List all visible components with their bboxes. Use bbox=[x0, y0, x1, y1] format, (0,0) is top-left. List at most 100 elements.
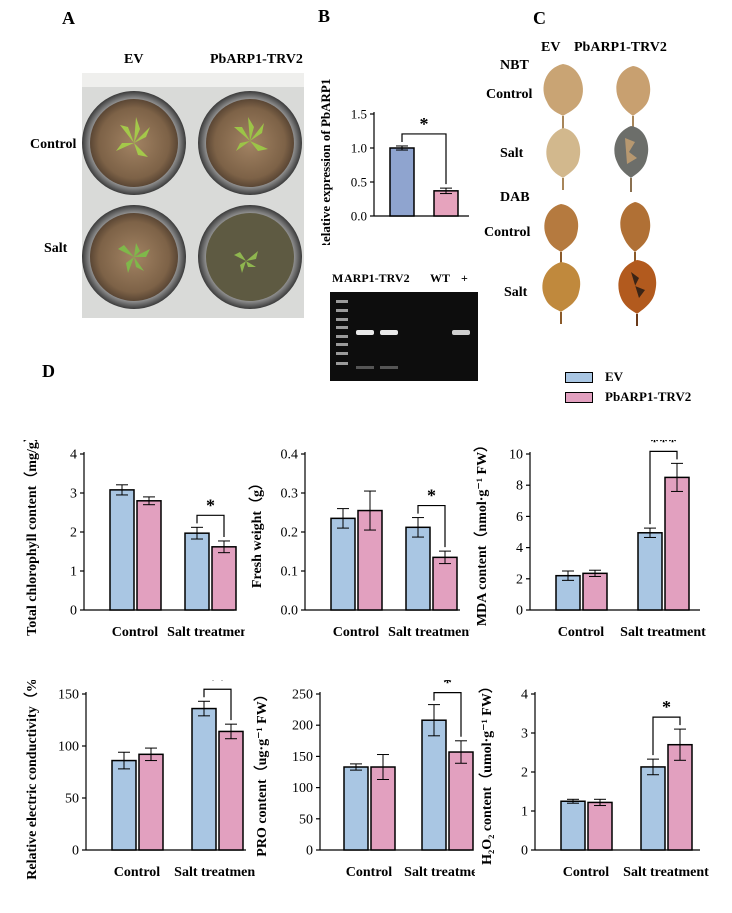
bar-trv bbox=[667, 743, 693, 851]
leaf-nbt-trv-control bbox=[616, 66, 651, 132]
y-tick-label: 100 bbox=[292, 781, 313, 796]
y-tick-label: 0.4 bbox=[281, 448, 299, 463]
significance-marker: * bbox=[206, 495, 215, 515]
pot-ev-salt bbox=[82, 205, 186, 309]
significance-marker: * bbox=[662, 697, 671, 717]
bar-trv bbox=[587, 801, 613, 851]
panel-letter-c: C bbox=[533, 8, 546, 28]
significance-marker: ** bbox=[209, 680, 227, 689]
gel-label-arp: ARP1-TRV2 bbox=[344, 271, 410, 285]
y-tick-label: 100 bbox=[58, 740, 79, 755]
y-tick-label: 0.0 bbox=[351, 209, 367, 224]
y-tick-label: 8 bbox=[516, 479, 523, 494]
leaf-row-salt-2: Salt bbox=[504, 285, 528, 300]
legend-item-trv: PbARP1-TRV2 bbox=[565, 388, 691, 408]
leaf-nbt-trv-salt bbox=[614, 126, 649, 192]
y-tick-label: 0.5 bbox=[351, 175, 367, 190]
y-axis-label: PRO content（ug·g⁻¹ FW） bbox=[254, 687, 270, 856]
y-axis-label: Total chlorophyll content（mg/g） bbox=[24, 440, 40, 636]
significance-marker: * bbox=[443, 680, 452, 693]
y-axis-label: Relative electric conductivity（%） bbox=[24, 680, 40, 880]
y-tick-label: 1 bbox=[521, 805, 528, 820]
leaf-row-control-1: Control bbox=[486, 87, 533, 102]
leaf-nbt-ev-salt bbox=[546, 128, 581, 190]
pot-row-control: Control bbox=[30, 137, 77, 152]
y-tick-label: 0.3 bbox=[281, 487, 299, 502]
bar-ev bbox=[560, 800, 586, 851]
legend-swatch-trv bbox=[565, 391, 593, 403]
y-tick-label: 4 bbox=[70, 448, 77, 463]
significance-bracket bbox=[433, 692, 462, 737]
panel-letter-d: D bbox=[42, 361, 55, 381]
x-category-label: Salt treatment bbox=[623, 865, 709, 880]
y-tick-label: 1.5 bbox=[351, 107, 367, 122]
y-axis-label: H₂O₂ content（umol·g⁻¹ FW） bbox=[479, 680, 495, 865]
x-category-label: Control bbox=[112, 625, 159, 640]
y-tick-label: 50 bbox=[65, 792, 79, 807]
y-tick-label: 3 bbox=[70, 487, 77, 502]
bar-trv bbox=[432, 556, 458, 611]
pot-trv-salt bbox=[198, 205, 302, 309]
y-tick-label: 0 bbox=[516, 604, 523, 619]
chart-b: 0.0 0.5 1.0 1.5 Relative expression of PbARP… bbox=[318, 79, 469, 245]
y-tick-label: 6 bbox=[516, 510, 523, 525]
bar-ev bbox=[421, 719, 447, 851]
chart-electric-conductivity: 0 50 100 150 Relative electric conductivity（… bbox=[24, 680, 255, 880]
leaf-dab-ev-salt bbox=[542, 262, 581, 324]
leaf-images bbox=[542, 64, 657, 326]
significance-bracket bbox=[196, 514, 225, 537]
pot-trv-control bbox=[198, 91, 302, 195]
x-category-label: Control bbox=[114, 865, 161, 880]
leaf-dab-ev-control bbox=[544, 204, 579, 264]
y-tick-label: 0 bbox=[72, 844, 79, 859]
bar-ev bbox=[111, 759, 137, 851]
bar-trv bbox=[138, 753, 164, 851]
leaf-row-salt-1: Salt bbox=[500, 146, 524, 161]
chart-fresh-weight: 0.0 0.1 0.2 0.3 0.4 Fresh weight（g） Control * Sa… bbox=[249, 448, 470, 641]
significance-marker: *** bbox=[650, 440, 677, 451]
y-tick-label: 2 bbox=[521, 766, 528, 781]
leaf-col-trv: PbARP1-TRV2 bbox=[574, 40, 667, 55]
y-tick-label: 0.2 bbox=[281, 526, 299, 541]
bar-ev bbox=[640, 766, 666, 851]
legend-label-ev: EV bbox=[605, 369, 624, 385]
bar-trv bbox=[218, 730, 244, 851]
bar-trv bbox=[211, 546, 237, 611]
y-axis-label: Relative expression of PbARP1 bbox=[318, 79, 333, 245]
x-category-label: Control bbox=[346, 865, 393, 880]
bar-ev bbox=[343, 766, 369, 851]
y-tick-label: 0 bbox=[306, 844, 313, 859]
gel-image bbox=[330, 292, 478, 381]
x-category-label: Salt treatment bbox=[174, 865, 255, 880]
y-tick-label: 150 bbox=[58, 688, 79, 703]
panel-letter-b: B bbox=[318, 6, 331, 26]
x-category-label: Salt treatment bbox=[388, 625, 470, 640]
bar-trv bbox=[433, 190, 459, 217]
bar-ev bbox=[109, 489, 135, 611]
y-tick-label: 0.0 bbox=[281, 604, 299, 619]
significance-marker: * bbox=[427, 486, 436, 506]
y-axis-label: Fresh weight（g） bbox=[249, 476, 265, 588]
y-tick-label: 200 bbox=[292, 719, 313, 734]
leaf-label-dab: DAB bbox=[500, 190, 530, 205]
bar-ev bbox=[405, 526, 431, 611]
legend-label-trv: PbARP1-TRV2 bbox=[605, 389, 692, 405]
bar-ev bbox=[637, 532, 663, 611]
bar-ev bbox=[191, 707, 217, 851]
legend-swatch-ev bbox=[565, 371, 593, 383]
pot-col-trv: PbARP1-TRV2 bbox=[210, 52, 303, 67]
bar-trv bbox=[582, 572, 608, 611]
significance-bracket bbox=[652, 716, 681, 756]
y-tick-label: 1.0 bbox=[351, 141, 367, 156]
x-category-label: Salt treatment bbox=[620, 625, 706, 640]
significance-bracket bbox=[203, 688, 232, 721]
y-tick-label: 2 bbox=[516, 572, 523, 587]
x-category-label: Salt treatment bbox=[404, 865, 475, 880]
y-tick-label: 10 bbox=[509, 448, 523, 463]
gel-label-m: M bbox=[332, 271, 344, 285]
pot-photo bbox=[82, 73, 304, 318]
significance-bracket bbox=[401, 133, 447, 185]
pot-row-salt: Salt bbox=[44, 241, 68, 256]
y-tick-label: 0.1 bbox=[281, 565, 299, 580]
legend-item-ev: EV bbox=[565, 368, 691, 388]
